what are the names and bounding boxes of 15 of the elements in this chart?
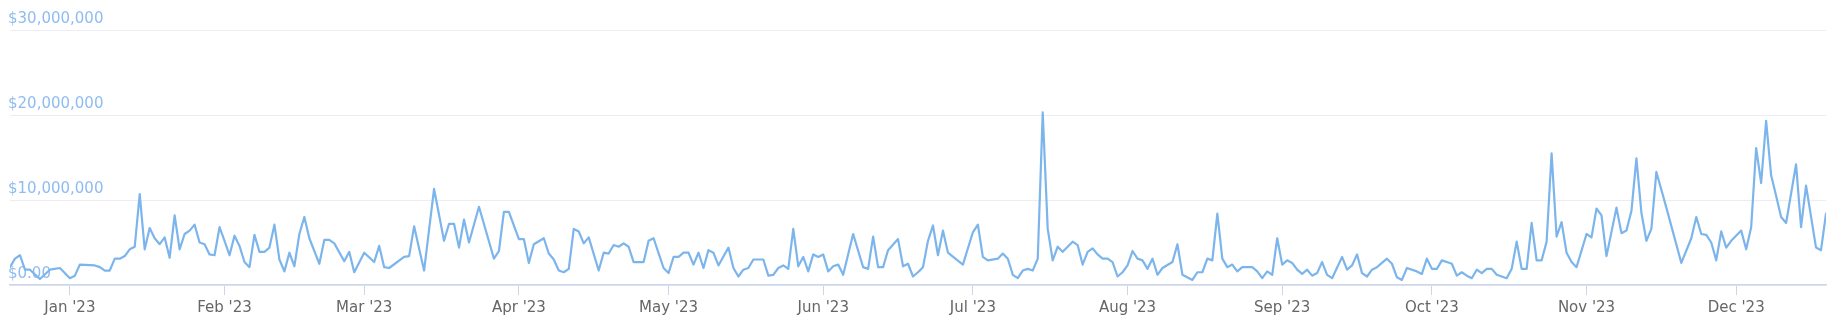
x-tick-label: Nov '23: [1557, 297, 1616, 316]
x-tick-label: Jun '23: [796, 297, 849, 316]
y-tick-label: $10,000,000: [8, 178, 104, 197]
x-tick-label: Aug '23: [1098, 297, 1157, 316]
y-tick-label: $20,000,000: [8, 93, 104, 112]
x-tick-label: Mar '23: [336, 297, 393, 316]
x-tick-label: Dec '23: [1707, 297, 1765, 316]
x-tick-label: Apr '23: [491, 297, 546, 316]
x-tick-label: Jan '23: [43, 297, 96, 316]
x-tick-label: Jul '23: [948, 297, 996, 316]
x-tick-label: Feb '23: [197, 297, 252, 316]
x-tick-label: Sep '23: [1254, 297, 1311, 316]
y-tick-label: $30,000,000: [8, 8, 104, 27]
x-tick-label: May '23: [639, 297, 699, 316]
x-tick-label: Oct '23: [1404, 297, 1459, 316]
